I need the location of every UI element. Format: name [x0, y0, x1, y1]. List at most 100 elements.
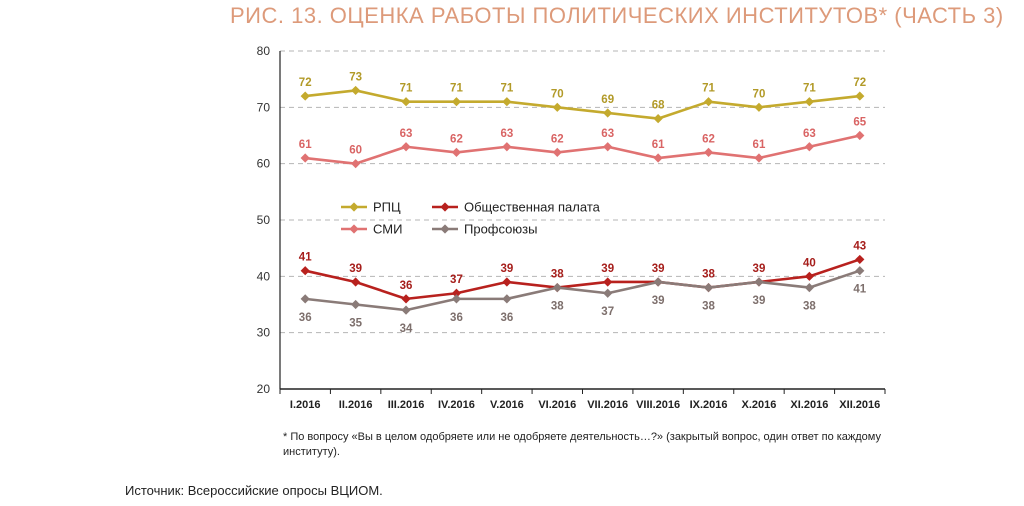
- series-group: [300, 85, 865, 315]
- data-label: 72: [853, 77, 866, 89]
- data-label: 36: [400, 280, 413, 292]
- data-label: 38: [702, 269, 715, 281]
- data-point: [603, 142, 613, 152]
- data-point: [653, 153, 663, 163]
- data-label: 70: [753, 88, 766, 100]
- x-tick-label: IV.2016: [438, 399, 475, 411]
- data-label: 65: [853, 117, 866, 129]
- data-label: 39: [500, 263, 513, 275]
- data-label: 38: [803, 301, 816, 313]
- data-label: 34: [400, 323, 413, 335]
- data-point: [351, 85, 361, 96]
- series-line-2: [304, 258, 861, 301]
- data-label: 63: [601, 128, 614, 140]
- data-point: [300, 266, 310, 276]
- data-point: [603, 108, 613, 118]
- data-point: [300, 153, 310, 163]
- data-point: [401, 142, 411, 152]
- legend-swatch-marker: [440, 202, 450, 212]
- y-tick-label: 80: [257, 44, 271, 58]
- legend-label: СМИ: [373, 222, 402, 237]
- data-point: [804, 283, 814, 293]
- data-label: 37: [601, 306, 614, 318]
- data-label: 68: [652, 100, 665, 112]
- legend-swatch-marker: [349, 224, 359, 234]
- gridlines: [280, 50, 885, 334]
- data-label: 63: [803, 128, 816, 140]
- x-tick-label: III.2016: [388, 399, 425, 411]
- data-point: [451, 97, 462, 107]
- data-point: [855, 130, 865, 141]
- data-point: [451, 294, 462, 304]
- data-label: 36: [500, 312, 513, 324]
- y-tick-label: 70: [257, 100, 271, 114]
- x-tick-label: I.2016: [290, 399, 321, 411]
- data-label: 39: [753, 263, 766, 275]
- y-tick-label: 40: [257, 269, 271, 283]
- data-point: [552, 283, 562, 293]
- data-point: [855, 266, 865, 276]
- x-tick-label: VIII.2016: [636, 399, 680, 411]
- x-tick-label: IX.2016: [690, 399, 728, 411]
- data-point: [300, 91, 310, 101]
- data-point: [754, 153, 764, 163]
- x-tick-label: II.2016: [339, 399, 373, 411]
- data-point: [552, 102, 562, 112]
- data-label: 39: [652, 263, 665, 275]
- data-point: [804, 97, 814, 107]
- x-tick-label: X.2016: [742, 399, 777, 411]
- data-label: 69: [601, 94, 614, 106]
- data-label: 36: [299, 312, 312, 324]
- data-label: 62: [551, 133, 564, 145]
- data-label: 61: [652, 139, 665, 151]
- series-line-3: [305, 269, 861, 312]
- legend-swatch-marker: [440, 224, 450, 234]
- data-label: 41: [853, 284, 866, 296]
- data-point: [754, 102, 764, 112]
- data-label: 37: [450, 274, 463, 286]
- data-point: [703, 147, 714, 157]
- data-label: 73: [349, 71, 362, 83]
- y-tick-label: 50: [257, 213, 271, 227]
- data-label: 38: [551, 269, 564, 281]
- data-label: 43: [853, 240, 866, 252]
- data-point: [754, 277, 764, 287]
- y-tick-label: 30: [257, 326, 271, 340]
- series-line-1: [305, 134, 861, 165]
- data-point: [804, 271, 814, 281]
- data-label: 38: [551, 301, 564, 313]
- data-label: 72: [299, 77, 312, 89]
- data-point: [603, 277, 613, 287]
- data-point: [855, 91, 865, 101]
- legend: РПЦ СМИ Общественная палата Профсоюзы: [341, 200, 601, 237]
- data-point: [703, 97, 714, 107]
- legend-swatch-marker: [349, 202, 359, 212]
- data-label: 39: [349, 263, 362, 275]
- x-tick-label: V.2016: [490, 399, 524, 411]
- data-point: [653, 277, 663, 287]
- data-label: 39: [753, 295, 766, 307]
- x-tick-label: XII.2016: [839, 399, 880, 411]
- data-label: 39: [652, 295, 665, 307]
- data-point: [502, 97, 512, 107]
- source-note: Источник: Всероссийские опросы ВЦИОМ.: [125, 483, 383, 498]
- data-label: 60: [349, 145, 362, 157]
- data-point: [502, 142, 512, 152]
- series-line-0: [305, 89, 860, 120]
- data-point: [300, 294, 310, 304]
- x-tick-label: VI.2016: [538, 399, 576, 411]
- data-label: 70: [551, 88, 564, 100]
- data-point: [603, 288, 613, 298]
- data-point: [401, 305, 411, 315]
- data-label: 41: [299, 252, 312, 264]
- data-point: [552, 147, 562, 157]
- data-label: 62: [702, 133, 715, 145]
- x-tick-label: XI.2016: [790, 399, 828, 411]
- data-point: [703, 283, 714, 293]
- data-label: 71: [400, 83, 413, 95]
- axes: 20 30 40 50 60 70 80 I.2016 II.2016 III.2016 IV.20…: [257, 44, 886, 411]
- legend-label: Общественная палата: [464, 200, 601, 215]
- data-point: [401, 294, 411, 304]
- y-tick-label: 60: [257, 157, 271, 171]
- footnote: * По вопросу «Вы в целом одобряете или н…: [283, 431, 881, 458]
